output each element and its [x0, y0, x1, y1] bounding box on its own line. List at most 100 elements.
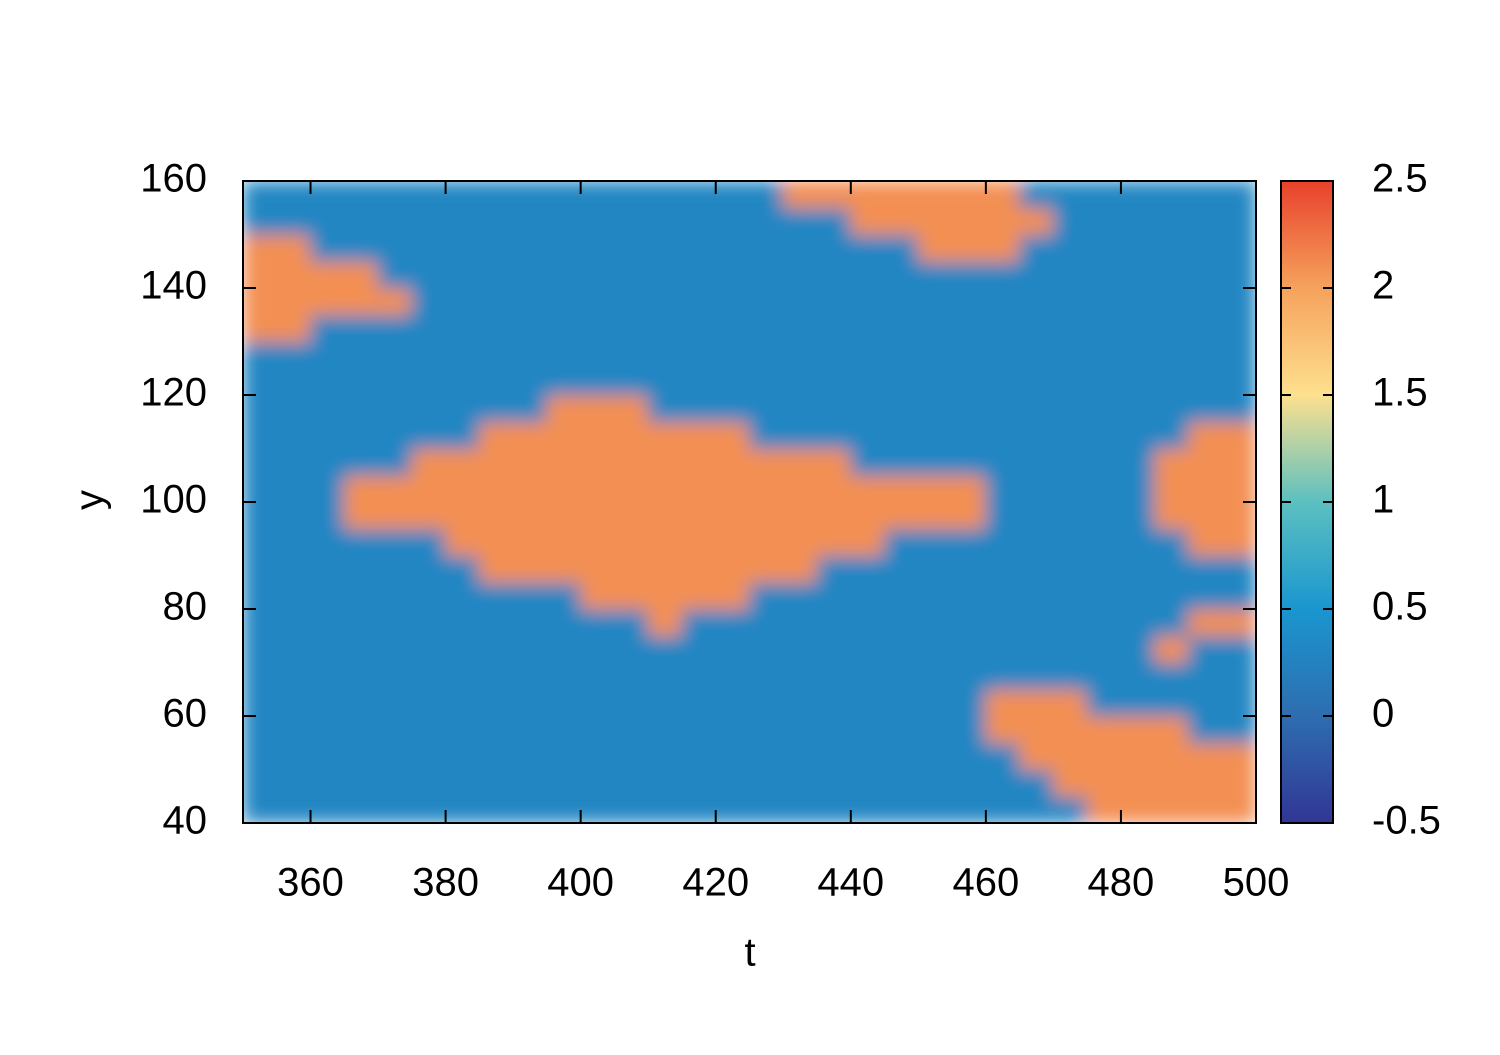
heatmap-cell [310, 367, 345, 396]
heatmap-cell [647, 662, 683, 690]
heatmap-cell [445, 287, 480, 316]
heatmap-cell [1187, 635, 1223, 663]
heatmap-cell [1221, 608, 1256, 637]
heatmap-cell [411, 555, 447, 583]
heatmap-cell [1052, 314, 1088, 342]
heatmap-cell [411, 181, 447, 209]
heatmap-cell [850, 635, 886, 663]
heatmap-cell [243, 742, 278, 770]
heatmap-cell [1086, 501, 1122, 530]
heatmap-cell [1052, 555, 1088, 583]
heatmap-cell [276, 662, 312, 690]
y-tick-label: 60 [163, 692, 208, 736]
heatmap-cell [1221, 769, 1256, 797]
heatmap-cell [1187, 795, 1223, 823]
heatmap-cell [343, 715, 379, 744]
heatmap-cell [613, 207, 649, 235]
heatmap-cell [276, 207, 312, 235]
heatmap-cell [377, 662, 413, 690]
heatmap-cell [782, 608, 818, 637]
heatmap-cell [580, 635, 615, 663]
heatmap-cell [445, 662, 480, 690]
heatmap-cell [1120, 234, 1156, 262]
heatmap-cell [951, 715, 987, 744]
heatmap-cell [613, 715, 649, 744]
heatmap-cell [1120, 742, 1156, 770]
heatmap-cell [681, 715, 717, 744]
heatmap-cell [985, 234, 1021, 262]
heatmap-cell [884, 635, 919, 663]
heatmap-cell [681, 367, 717, 396]
heatmap-cell [850, 260, 886, 289]
heatmap-cell [917, 795, 953, 823]
heatmap-cell [850, 421, 886, 449]
x-tick-label: 500 [1223, 861, 1290, 905]
heatmap-cell [445, 608, 480, 637]
y-tick-label: 120 [140, 371, 207, 415]
heatmap-cell [1221, 501, 1256, 530]
heatmap-cell [782, 769, 818, 797]
heatmap-cell [445, 715, 480, 744]
heatmap-cell [1120, 581, 1156, 610]
heatmap-cell [681, 662, 717, 690]
heatmap-cell [613, 260, 649, 289]
heatmap-cell [816, 715, 852, 744]
heatmap-cell [1221, 795, 1256, 823]
heatmap-cell [715, 555, 750, 583]
heatmap-cell [884, 421, 919, 449]
heatmap-cell [580, 528, 615, 556]
heatmap-cell [243, 501, 278, 530]
heatmap-cell [1120, 688, 1156, 717]
heatmap-cell [411, 341, 447, 369]
heatmap-cell [580, 394, 615, 423]
heatmap-cell [884, 474, 919, 503]
heatmap-cell [715, 234, 750, 262]
heatmap-cell [1052, 367, 1088, 396]
heatmap-cell [985, 421, 1021, 449]
heatmap-cell [1086, 662, 1122, 690]
heatmap-cell [512, 715, 548, 744]
heatmap-cell [1019, 207, 1054, 235]
heatmap-cell [1187, 394, 1223, 423]
heatmap-cell [1086, 207, 1122, 235]
heatmap-cell [1086, 314, 1122, 342]
heatmap-cell [1154, 608, 1189, 637]
heatmap-cell [512, 608, 548, 637]
heatmap-cell [1052, 448, 1088, 476]
heatmap-cell [1086, 635, 1122, 663]
heatmap-cell [647, 742, 683, 770]
heatmap-cell [1019, 181, 1054, 209]
heatmap-cell [1120, 314, 1156, 342]
heatmap-cell [1052, 260, 1088, 289]
heatmap-cell [478, 742, 514, 770]
heatmap-cell [884, 555, 919, 583]
heatmap-cell [478, 341, 514, 369]
heatmap-cell [310, 448, 345, 476]
heatmap-cell [1019, 367, 1054, 396]
heatmap-cell [411, 688, 447, 717]
heatmap-cell [816, 341, 852, 369]
heatmap-cell [580, 769, 615, 797]
heatmap-cell [850, 581, 886, 610]
heatmap-cell [782, 287, 818, 316]
heatmap-cell [985, 314, 1021, 342]
heatmap-cell [917, 608, 953, 637]
heatmap-cell [343, 501, 379, 530]
heatmap-cell [411, 207, 447, 235]
heatmap-cell [411, 715, 447, 744]
heatmap-cell [411, 394, 447, 423]
heatmap-cell [276, 314, 312, 342]
heatmap-cell [951, 662, 987, 690]
heatmap-cell [613, 367, 649, 396]
heatmap-cell [884, 287, 919, 316]
heatmap-cell [782, 528, 818, 556]
heatmap-cell [951, 795, 987, 823]
heatmap-cell [1086, 715, 1122, 744]
heatmap-cell [343, 528, 379, 556]
x-tick-label: 360 [277, 861, 344, 905]
heatmap-cell [478, 314, 514, 342]
heatmap-cell [276, 421, 312, 449]
heatmap-cell [1154, 287, 1189, 316]
